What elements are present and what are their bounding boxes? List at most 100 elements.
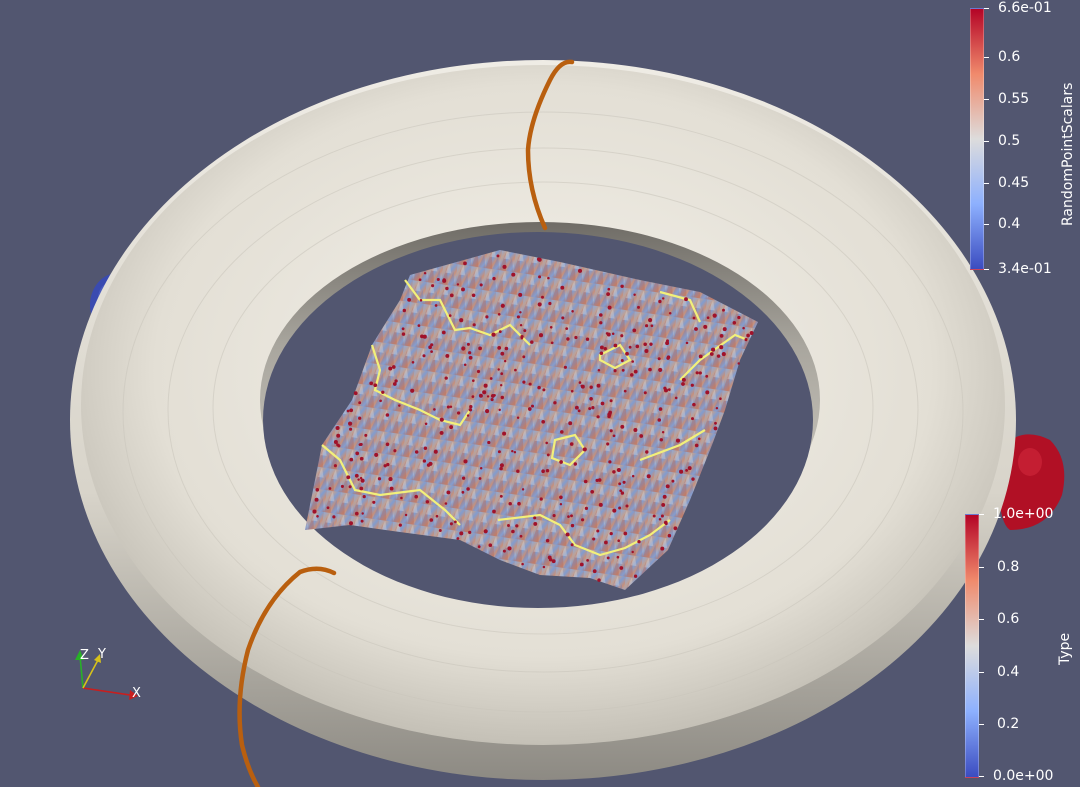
point-glyph: [658, 367, 663, 372]
point-glyph: [542, 565, 546, 569]
point-glyph: [607, 287, 611, 291]
point-glyph: [559, 495, 563, 500]
point-glyph: [516, 315, 520, 319]
point-glyph: [466, 342, 470, 346]
point-glyph: [372, 500, 376, 504]
point-glyph: [528, 382, 532, 386]
point-glyph: [456, 537, 460, 540]
point-glyph: [488, 543, 493, 547]
point-glyph: [537, 385, 541, 390]
point-glyph: [631, 474, 635, 478]
point-glyph: [449, 425, 454, 430]
point-glyph: [632, 328, 637, 333]
point-glyph: [407, 297, 412, 302]
point-glyph: [631, 360, 635, 363]
point-glyph: [542, 388, 546, 392]
point-glyph: [483, 529, 488, 534]
point-glyph: [606, 556, 610, 560]
point-glyph: [620, 334, 624, 338]
point-glyph: [597, 478, 602, 482]
point-glyph: [507, 524, 510, 527]
point-glyph: [618, 482, 622, 486]
point-glyph: [485, 315, 489, 319]
point-glyph: [566, 337, 570, 341]
contour-rings: [237, 59, 575, 787]
point-glyph: [742, 326, 745, 330]
point-glyph: [489, 377, 493, 380]
point-glyph: [685, 468, 689, 472]
point-glyph: [336, 443, 340, 447]
point-glyph: [513, 450, 517, 454]
point-glyph: [359, 486, 364, 491]
legend-label: 0.6: [998, 49, 1021, 65]
scalar-bar-random-point-scalars[interactable]: 6.6e-01 0.6 0.55 0.5 0.45 0.4 3.4e-01 Ra…: [968, 0, 1078, 277]
point-glyph: [644, 348, 649, 354]
point-glyph: [444, 502, 448, 505]
point-glyph: [597, 369, 601, 372]
point-glyph: [541, 419, 546, 424]
point-glyph: [468, 355, 473, 360]
right-blob[interactable]: [998, 434, 1065, 530]
point-glyph: [592, 569, 597, 574]
point-glyph: [685, 341, 689, 345]
point-glyph: [400, 496, 403, 500]
point-glyph: [570, 389, 574, 393]
point-glyph: [497, 368, 500, 371]
point-glyph: [446, 405, 450, 409]
point-glyph: [456, 411, 461, 415]
point-glyph: [661, 431, 665, 434]
point-glyph: [619, 566, 624, 570]
point-glyph: [459, 531, 464, 536]
point-glyph: [609, 429, 613, 433]
point-glyph: [379, 399, 382, 403]
point-glyph: [618, 506, 622, 510]
point-glyph: [590, 489, 595, 494]
point-glyph: [479, 283, 483, 287]
scalar-bar-type[interactable]: 1.0e+00 0.8 0.6 0.4 0.2 0.0e+00 Type: [963, 506, 1078, 784]
point-glyph: [649, 342, 653, 346]
point-glyph: [684, 297, 688, 302]
point-glyph: [360, 478, 365, 483]
point-glyph: [606, 442, 610, 446]
point-glyph: [374, 452, 379, 457]
point-glyph: [463, 459, 468, 464]
point-glyph: [498, 330, 502, 333]
point-glyph: [346, 409, 350, 413]
point-glyph: [552, 514, 556, 518]
point-glyph: [385, 442, 390, 447]
point-glyph: [500, 372, 504, 376]
legend-label: 0.2: [997, 716, 1020, 732]
point-glyph: [607, 305, 612, 310]
point-glyph: [348, 485, 352, 489]
point-glyph: [545, 441, 548, 445]
point-glyph: [445, 286, 449, 291]
point-glyph: [471, 395, 475, 398]
point-glyph: [622, 480, 626, 484]
point-glyph: [620, 284, 624, 289]
point-glyph: [612, 508, 617, 513]
point-glyph: [620, 491, 625, 495]
point-glyph: [483, 383, 488, 388]
point-glyph: [667, 533, 672, 538]
point-glyph: [536, 257, 541, 261]
point-glyph: [606, 332, 611, 337]
point-glyph: [497, 312, 501, 316]
point-glyph: [503, 359, 507, 363]
point-glyph: [514, 368, 517, 372]
point-glyph: [359, 442, 363, 446]
point-glyph: [565, 532, 570, 537]
point-glyph: [612, 434, 616, 438]
point-glyph: [502, 431, 507, 436]
point-glyph: [519, 534, 523, 538]
point-glyph: [550, 341, 554, 345]
point-glyph: [646, 474, 651, 479]
point-glyph: [463, 261, 467, 266]
point-glyph: [545, 538, 550, 543]
point-glyph: [606, 292, 611, 297]
point-glyph: [577, 268, 583, 273]
point-glyph: [444, 376, 448, 380]
point-glyph: [517, 501, 521, 506]
point-glyph: [691, 477, 695, 481]
terrain-surface[interactable]: [305, 250, 758, 590]
